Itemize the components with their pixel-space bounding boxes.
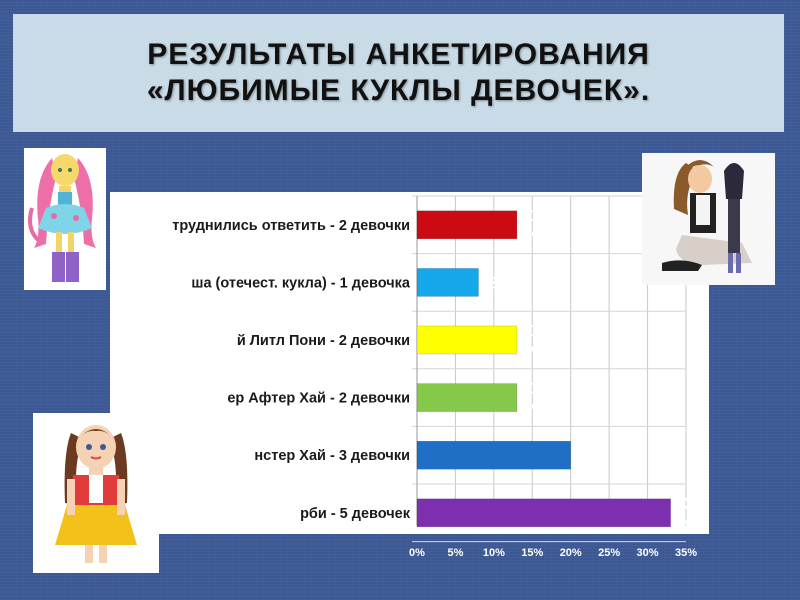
- value-label-unit: %: [531, 342, 546, 361]
- bar: [416, 440, 571, 470]
- value-labels: 13% 8% 13% 13% 20% 33%: [488, 206, 702, 534]
- bar: [416, 268, 479, 297]
- x-tick-label: 0%: [409, 547, 425, 559]
- plot-area: [110, 192, 709, 534]
- category-label: ша (отечест. кукла) - 1 девочка: [191, 275, 411, 291]
- bars: [416, 210, 671, 528]
- grid-lines: [412, 195, 687, 543]
- value-label: 20: [583, 436, 602, 455]
- category-label: рби - 5 девочек: [300, 506, 411, 522]
- value-label: 8%: [488, 273, 513, 292]
- value-label-unit: %: [531, 227, 546, 246]
- page-title: РЕЗУЛЬТАТЫ АНКЕТИРОВАНИЯ «ЛЮБИМЫЕ КУКЛЫ …: [146, 38, 651, 107]
- value-label: 13: [529, 379, 548, 398]
- bar: [416, 383, 518, 412]
- value-label-unit: %: [531, 400, 546, 419]
- x-tick-label: 25%: [598, 547, 620, 559]
- title-box: РЕЗУЛЬТАТЫ АНКЕТИРОВАНИЯ «ЛЮБИМЫЕ КУКЛЫ …: [13, 14, 784, 132]
- value-label-unit: %: [585, 457, 600, 476]
- category-label: труднились ответить - 2 девочки: [172, 218, 410, 234]
- value-label: 33: [683, 494, 702, 513]
- value-label-unit: %: [685, 515, 700, 534]
- category-label: й Литл Пони - 2 девочки: [237, 333, 410, 349]
- category-label: ер Афтер Хай - 2 девочки: [227, 391, 410, 407]
- bar: [416, 325, 518, 355]
- x-tick-label: 15%: [521, 547, 543, 559]
- value-label: 13: [529, 206, 548, 225]
- category-labels: труднились ответить - 2 девочки ша (отече…: [172, 218, 411, 522]
- bar: [416, 210, 518, 240]
- x-tick-label: 10%: [483, 547, 505, 559]
- x-tick-labels: 0% 5% 10% 15% 20% 25% 30% 35%: [409, 547, 697, 559]
- x-tick-label: 35%: [675, 547, 697, 559]
- girl-with-doll-photo: [642, 153, 775, 285]
- x-tick-label: 5%: [447, 547, 463, 559]
- doll-photo-icon: [55, 425, 137, 569]
- value-label: 13: [529, 321, 548, 340]
- classic-doll-photo: [33, 413, 159, 573]
- pony-doll-icon: [28, 154, 96, 282]
- x-tick-label: 30%: [637, 547, 659, 559]
- x-tick-label: 20%: [560, 547, 582, 559]
- pony-doll-photo: [24, 148, 106, 290]
- girl-photo-icon: [642, 153, 775, 285]
- bar: [416, 498, 671, 528]
- category-label: нстер Хай - 3 девочки: [254, 448, 410, 464]
